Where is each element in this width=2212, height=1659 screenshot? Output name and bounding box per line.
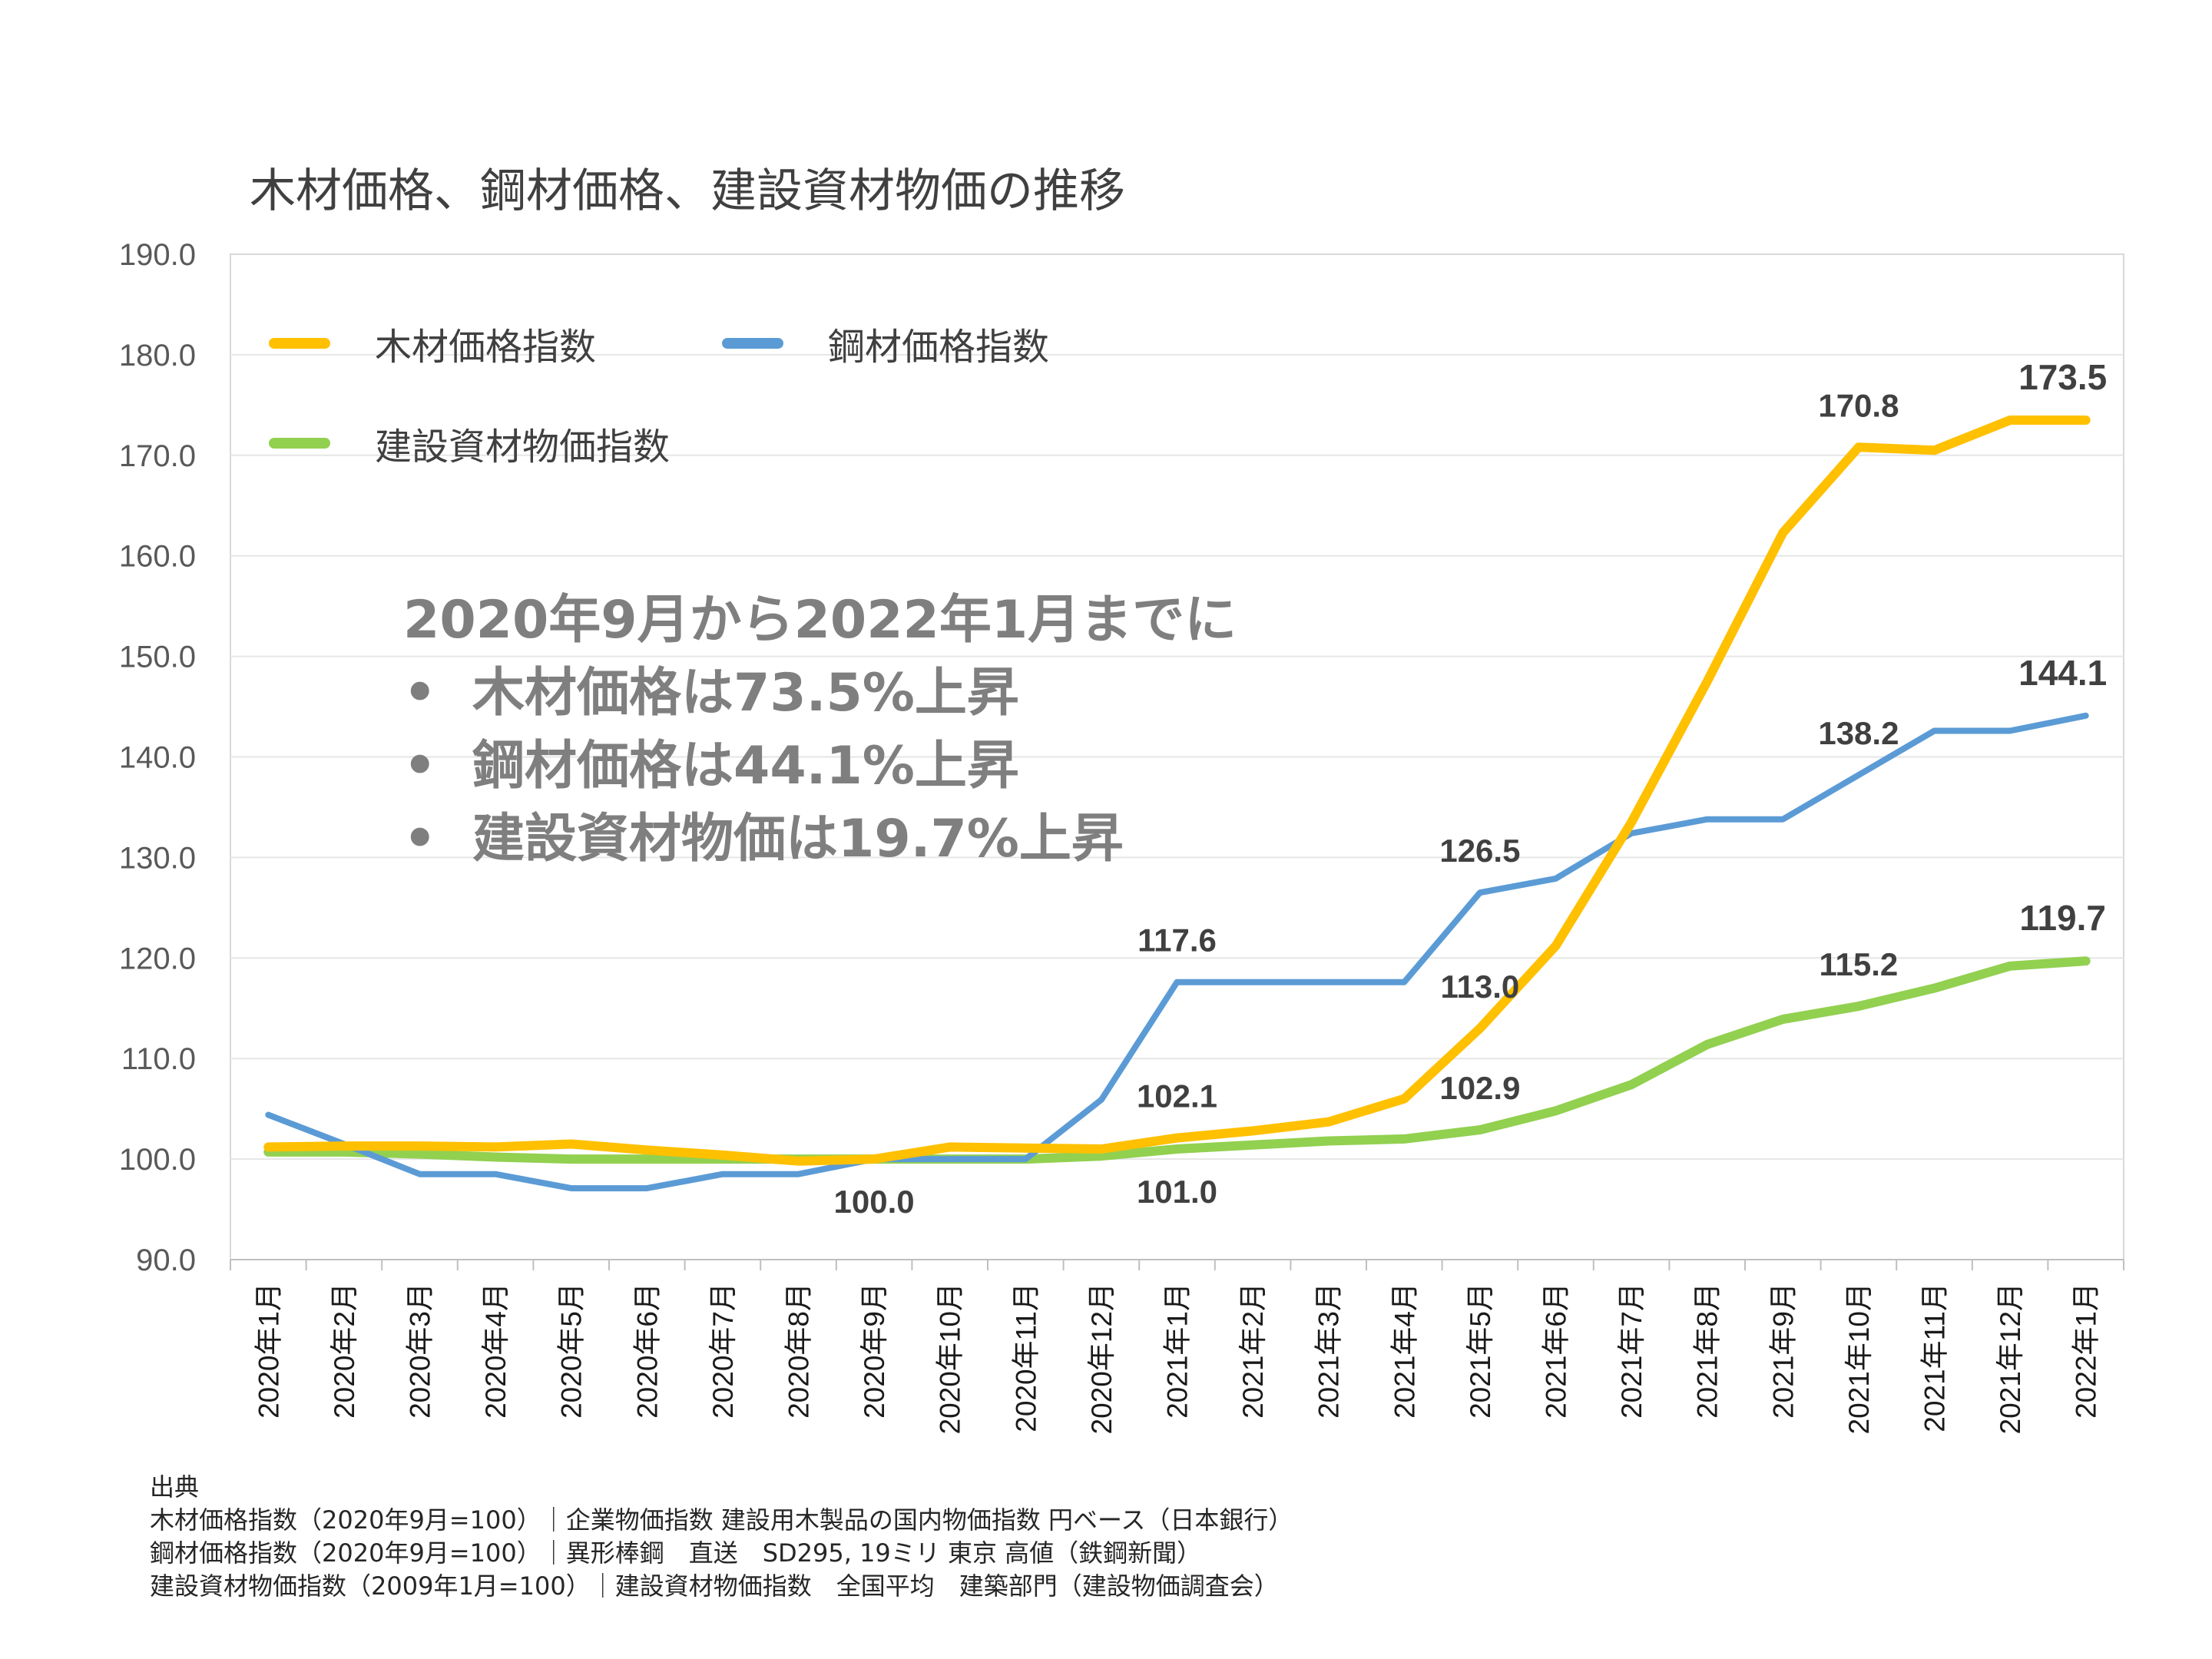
x-tick-label: 2020年2月 (329, 1283, 360, 1419)
x-tick-label: 2021年1月 (1162, 1283, 1194, 1419)
y-tick-label: 190.0 (119, 238, 196, 272)
legend-label-lumber: 木材価格指数 (375, 326, 597, 369)
x-tick-label: 2021年8月 (1692, 1283, 1724, 1419)
x-tick-label: 2020年10月 (935, 1283, 966, 1434)
legend-item-steel: 鋼材価格指数 (722, 316, 1049, 370)
legend-swatch-lumber (269, 338, 330, 349)
x-tick-label: 2021年12月 (1995, 1283, 2026, 1434)
x-tick-label: 2020年5月 (556, 1283, 588, 1419)
x-tick-label: 2021年7月 (1616, 1283, 1647, 1419)
summary-annotation: 2020年9月から2022年1月までに • 木材価格は73.5%上昇 • 鋼材価… (403, 584, 1237, 876)
data-label: 170.8 (1818, 387, 1899, 423)
x-tick-label: 2021年6月 (1541, 1283, 1572, 1419)
data-label: 173.5 (2018, 357, 2107, 397)
y-tick-label: 110.0 (121, 1042, 196, 1076)
series-line-1 (265, 712, 2089, 1192)
annotation-item-text: 木材価格は73.5%上昇 (472, 663, 1019, 724)
annotation-item: • 木材価格は73.5%上昇 (403, 657, 1237, 730)
x-tick-label: 2020年6月 (631, 1283, 663, 1419)
x-tick-label: 2021年11月 (1919, 1283, 1951, 1432)
x-tick-label: 2020年8月 (783, 1283, 815, 1419)
data-label: 100.0 (834, 1184, 915, 1220)
series-line-2 (263, 956, 2091, 1164)
legend-item-construction: 建設資材物価指数 (269, 416, 670, 470)
source-line: 鋼材価格指数（2020年9月=100）｜異形棒鋼 直送 SD295, 19ミリ … (150, 1538, 1202, 1568)
legend-label-steel: 鋼材価格指数 (828, 326, 1050, 369)
data-label: 138.2 (1818, 715, 1899, 751)
data-label: 102.1 (1137, 1078, 1217, 1114)
legend-label-construction: 建設資材物価指数 (375, 426, 671, 469)
y-tick-label: 170.0 (119, 439, 196, 473)
source-line: 木材価格指数（2020年9月=100）｜企業物価指数 建設用木製品の国内物価指数… (150, 1505, 1293, 1535)
x-tick-label: 2021年9月 (1767, 1283, 1799, 1419)
y-tick-label: 100.0 (119, 1143, 196, 1177)
x-tick-label: 2021年2月 (1237, 1283, 1269, 1419)
y-tick-label: 90.0 (136, 1243, 196, 1277)
annotation-heading: 2020年9月から2022年1月までに (403, 590, 1237, 651)
source-notes: 出典 木材価格指数（2020年9月=100）｜企業物価指数 建設用木製品の国内物… (150, 1471, 1293, 1603)
x-tick-label: 2021年4月 (1389, 1283, 1420, 1419)
x-tick-label: 2020年9月 (859, 1283, 890, 1419)
x-tick-label: 2021年5月 (1465, 1283, 1496, 1419)
bullet-icon: • (403, 809, 437, 869)
x-tick-label: 2021年10月 (1843, 1283, 1875, 1434)
source-heading: 出典 (150, 1472, 200, 1502)
data-label: 101.0 (1137, 1174, 1217, 1210)
x-tick-label: 2021年3月 (1313, 1283, 1345, 1419)
data-label: 119.7 (2019, 898, 2106, 938)
source-line: 建設資材物価指数（2009年1月=100）｜建設資材物価指数 全国平均 建築部門… (150, 1571, 1279, 1601)
y-tick-label: 160.0 (119, 540, 196, 574)
y-tick-label: 140.0 (119, 741, 196, 775)
legend-swatch-steel (722, 338, 783, 349)
annotation-item: • 建設資材物価は19.7%上昇 (403, 803, 1237, 876)
y-tick-label: 150.0 (119, 641, 196, 674)
data-label: 117.6 (1137, 922, 1217, 959)
series-line-0 (263, 416, 2091, 1166)
x-tick-label: 2022年1月 (2071, 1283, 2102, 1419)
data-label: 102.9 (1439, 1070, 1520, 1106)
x-tick-label: 2020年4月 (480, 1283, 512, 1419)
data-label: 115.2 (1820, 946, 1899, 982)
annotation-item: • 鋼材価格は44.1%上昇 (403, 730, 1237, 803)
x-tick-label: 2020年3月 (405, 1283, 436, 1419)
x-tick-label: 2020年11月 (1010, 1283, 1041, 1432)
y-tick-label: 120.0 (119, 942, 196, 975)
bullet-icon: • (403, 736, 437, 796)
x-tick-label: 2020年7月 (707, 1283, 739, 1419)
x-tick-label: 2020年1月 (253, 1283, 284, 1419)
legend-swatch-construction (269, 438, 330, 449)
bullet-icon: • (403, 663, 437, 724)
data-label: 113.0 (1441, 969, 1520, 1005)
y-tick-label: 180.0 (119, 339, 196, 373)
chart-title: 木材価格、鋼材価格、建設資材物価の推移 (250, 164, 1125, 218)
annotation-item-text: 建設資材物価は19.7%上昇 (472, 809, 1124, 869)
data-label: 144.1 (2018, 653, 2107, 693)
y-tick-label: 130.0 (119, 841, 196, 875)
data-label: 126.5 (1439, 833, 1520, 869)
legend-item-lumber: 木材価格指数 (269, 316, 596, 370)
annotation-item-text: 鋼材価格は44.1%上昇 (472, 736, 1019, 796)
x-tick-label: 2020年12月 (1086, 1283, 1118, 1434)
